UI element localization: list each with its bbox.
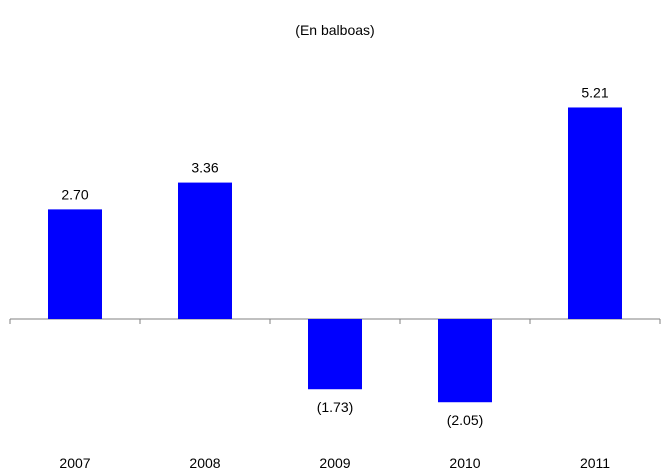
- bar-2008: [178, 182, 232, 319]
- bar-2007: [48, 209, 102, 319]
- chart-subtitle: (En balboas): [295, 22, 375, 38]
- value-label-2008: 3.36: [191, 160, 218, 176]
- category-label-2011: 2011: [580, 455, 610, 470]
- value-label-2010: (2.05): [447, 412, 484, 428]
- value-label-2011: 5.21: [581, 84, 608, 100]
- value-label-2009: (1.73): [317, 399, 354, 415]
- bar-2010: [438, 319, 492, 403]
- value-label-2007: 2.70: [61, 186, 88, 202]
- bar-2009: [308, 319, 362, 390]
- category-label-2008: 2008: [189, 455, 220, 470]
- category-label-2007: 2007: [59, 455, 90, 470]
- bar-2011: [568, 107, 622, 319]
- category-label-2009: 2009: [319, 455, 350, 470]
- category-label-2010: 2010: [449, 455, 480, 470]
